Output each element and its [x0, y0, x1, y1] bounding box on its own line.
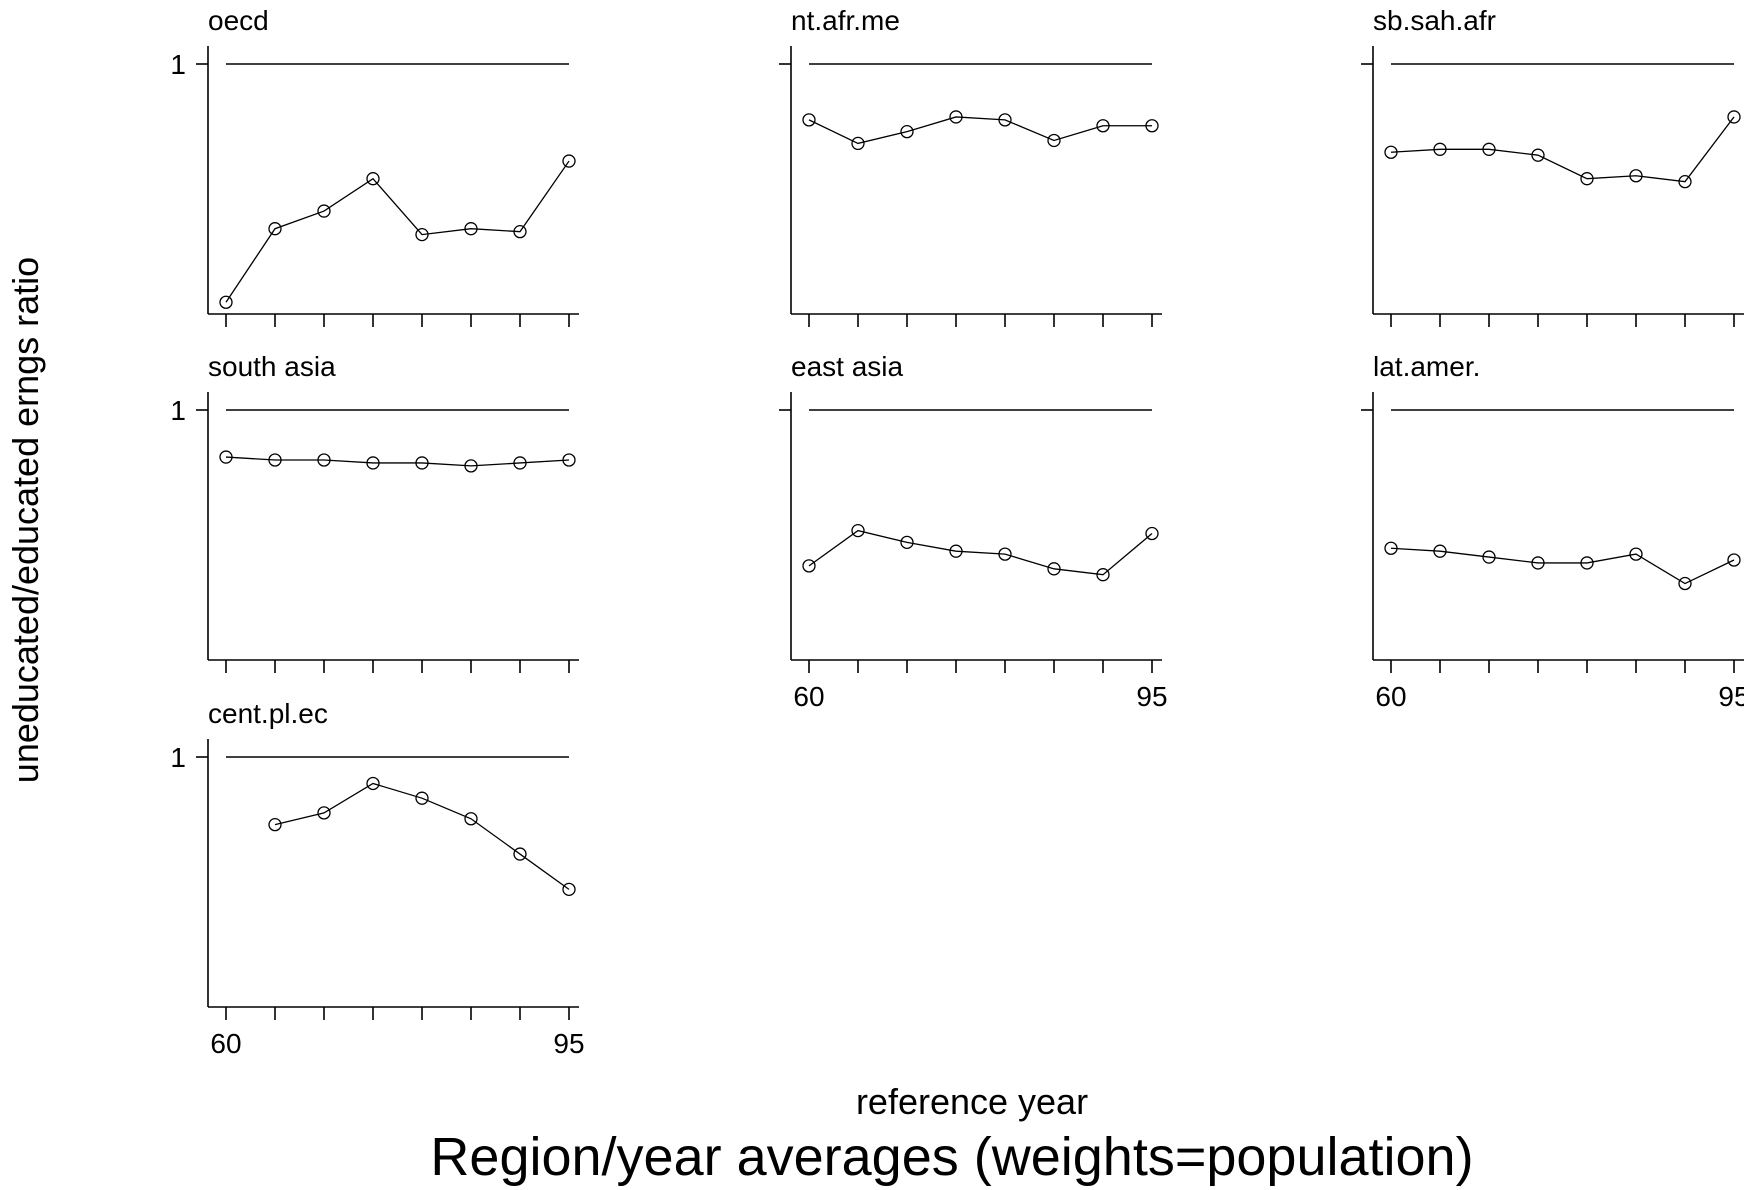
data-point: [1531, 148, 1545, 162]
series-line: [808, 529, 1153, 576]
y-tick-label: 1: [170, 395, 186, 426]
data-point: [562, 154, 576, 168]
data-point: [1433, 142, 1447, 156]
data-point: [513, 456, 527, 470]
x-tick-label: 60: [210, 1028, 241, 1059]
data-point: [1145, 119, 1159, 133]
data-point: [513, 224, 527, 239]
data-point: [1384, 541, 1398, 555]
panel-title: sb.sah.afr: [1373, 5, 1496, 36]
data-point: [1678, 174, 1692, 189]
data-point: [802, 113, 816, 127]
data-point: [464, 812, 478, 826]
data-point: [1629, 169, 1643, 183]
panel-nt-afr-me: nt.afr.me: [779, 5, 1162, 327]
panel-title: nt.afr.me: [791, 5, 900, 36]
data-point: [1727, 553, 1741, 567]
data-point: [464, 222, 478, 236]
data-point: [1145, 526, 1159, 541]
data-point: [1531, 556, 1545, 570]
data-point: [851, 523, 865, 538]
data-point: [1727, 110, 1741, 124]
series-line: [1390, 547, 1735, 585]
data-point: [562, 882, 576, 897]
panel-lat-amer-: lat.amer. 60 95: [1361, 351, 1744, 712]
data-point: [949, 110, 963, 124]
data-point: [268, 453, 282, 467]
data-point: [1096, 568, 1110, 582]
data-point: [1482, 550, 1496, 564]
data-point: [949, 544, 963, 558]
data-point: [1047, 133, 1061, 148]
data-point: [219, 450, 233, 464]
data-point: [317, 204, 331, 218]
panel-sb-sah-afr: sb.sah.afr: [1361, 5, 1744, 327]
panel-cent-pl-ec: cent.pl.ec 1 60 95: [170, 698, 584, 1059]
panels-group: oecd 1 nt.afr.me sb.sah.afr south asia 1 east …: [170, 5, 1744, 1059]
data-point: [1384, 145, 1398, 159]
x-tick-label: 95: [553, 1028, 584, 1059]
panel-title: oecd: [208, 5, 269, 36]
series-line: [808, 116, 1152, 145]
data-point: [998, 113, 1012, 127]
series-line: [1390, 116, 1735, 183]
data-point: [268, 817, 282, 832]
y-axis-title: uneducated/educated erngs ratio: [5, 257, 46, 783]
data-point: [317, 806, 331, 820]
data-point: [1433, 544, 1447, 558]
panel-title: lat.amer.: [1373, 351, 1480, 382]
data-point: [366, 776, 380, 791]
data-point: [513, 847, 527, 861]
x-tick-label: 95: [1136, 681, 1167, 712]
data-point: [1096, 119, 1110, 133]
data-point: [1047, 562, 1061, 576]
y-tick-label: 1: [170, 49, 186, 80]
x-tick-label: 95: [1718, 681, 1744, 712]
panel-title: east asia: [791, 351, 903, 382]
data-point: [268, 222, 282, 236]
data-point: [219, 295, 233, 309]
data-point: [415, 456, 429, 470]
chart-title: Region/year averages (weights=population…: [430, 1127, 1473, 1187]
series-line: [225, 456, 570, 467]
data-point: [998, 547, 1012, 561]
panel-east-asia: east asia 60 95: [779, 351, 1168, 712]
panel-south-asia: south asia 1: [170, 351, 579, 673]
data-point: [415, 227, 429, 242]
data-point: [317, 453, 331, 467]
data-point: [1678, 576, 1692, 591]
panel-title: cent.pl.ec: [208, 698, 328, 729]
data-point: [366, 172, 380, 186]
data-point: [415, 791, 429, 805]
series-line: [225, 160, 570, 303]
data-point: [464, 459, 478, 473]
data-point: [1482, 142, 1496, 156]
data-point: [366, 456, 380, 470]
data-point: [1580, 172, 1594, 186]
data-point: [562, 453, 576, 467]
data-point: [900, 124, 914, 139]
data-point: [900, 535, 914, 550]
data-point: [802, 559, 816, 573]
panel-oecd: oecd 1: [170, 5, 579, 327]
x-tick-label: 60: [793, 681, 824, 712]
x-tick-label: 60: [1375, 681, 1406, 712]
x-axis-title: reference year: [856, 1081, 1088, 1122]
data-point: [851, 136, 865, 151]
data-point: [1629, 547, 1643, 561]
panel-title: south asia: [208, 351, 336, 382]
y-tick-label: 1: [170, 742, 186, 773]
series-line: [274, 782, 570, 890]
data-point: [1580, 556, 1594, 570]
